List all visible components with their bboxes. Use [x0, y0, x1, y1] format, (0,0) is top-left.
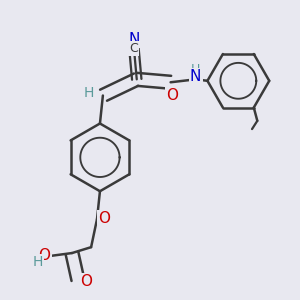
- Text: O: O: [80, 274, 92, 290]
- Text: N: N: [190, 69, 201, 84]
- Text: C: C: [129, 42, 138, 55]
- Text: H: H: [191, 63, 200, 76]
- Text: O: O: [166, 88, 178, 103]
- Text: H: H: [84, 86, 94, 100]
- Text: N: N: [128, 32, 140, 47]
- Text: H: H: [32, 256, 43, 269]
- Text: O: O: [39, 248, 51, 263]
- Text: O: O: [98, 211, 110, 226]
